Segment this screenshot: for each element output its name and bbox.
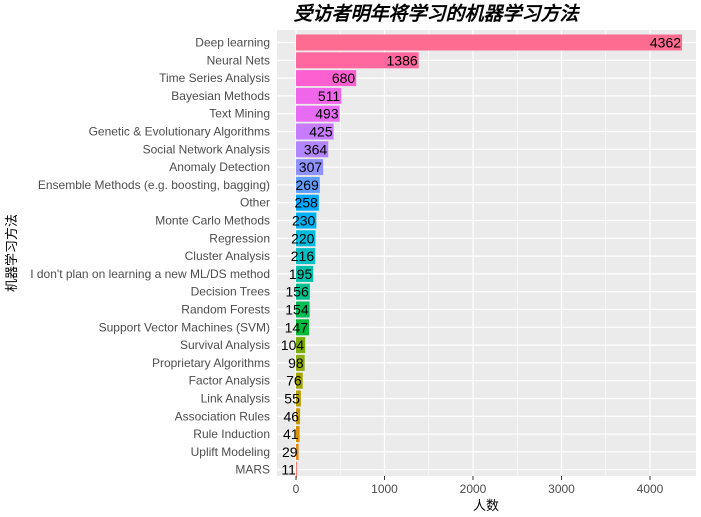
category-label: Deep learning [195,36,270,50]
category-label: Social Network Analysis [143,142,270,156]
bar [296,230,316,247]
data-label: 269 [295,177,319,193]
category-label: Anomaly Detection [169,160,270,174]
data-label: 258 [294,195,318,211]
category-label: Time Series Analysis [159,71,270,85]
bar [296,265,314,282]
data-label: 425 [309,124,333,140]
tick-label: 3000 [548,482,575,496]
bar [296,87,342,104]
tick-label: 1000 [371,482,398,496]
category-label: MARS [235,463,270,477]
bar [296,159,324,176]
bar [296,337,306,354]
category-label: Ensemble Methods (e.g. boosting, bagging… [38,178,270,192]
category-label: Neural Nets [207,53,270,67]
bar [296,372,303,389]
y-axis-title: 机器学习方法 [4,214,20,292]
data-label: 154 [285,302,309,318]
data-label: 216 [291,248,315,264]
category-label: Uplift Modeling [191,445,270,459]
category-label: Genetic & Evolutionary Algorithms [89,125,270,139]
plot-panel [277,30,696,476]
bar [296,301,310,318]
bar [296,52,419,69]
data-label: 680 [332,70,356,86]
bar [296,283,310,300]
bar [296,354,305,371]
category-label: Decision Trees [191,285,270,299]
category-label: Support Vector Machines (SVM) [99,320,270,334]
category-label: Link Analysis [201,392,270,406]
x-axis-ticks: 0 1000 2000 3000 4000 [293,476,664,496]
data-label: 364 [304,141,328,157]
category-labels: Deep learning Neural Nets Time Series Anal… [30,36,270,477]
category-label: Cluster Analysis [185,249,270,263]
x-axis-title: 人数 [473,499,499,514]
category-label: Survival Analysis [180,338,270,352]
bar [296,212,317,229]
bar [296,390,301,407]
bar [296,123,334,140]
data-label: 1386 [387,52,418,68]
category-label: Other [240,196,270,210]
data-label: 55 [284,391,300,407]
category-label: Proprietary Algorithms [152,356,270,370]
bar [296,141,329,158]
category-label: Association Rules [175,409,270,423]
category-label: Monte Carlo Methods [155,214,270,228]
data-label: 4362 [650,35,681,51]
bar [296,70,357,87]
data-label: 230 [292,213,316,229]
data-label: 511 [318,88,341,104]
data-label: 220 [291,230,315,246]
data-label: 195 [289,266,313,282]
bars [296,34,683,478]
category-label: I don't plan on learning a new ML/DS met… [30,267,270,281]
bar [296,426,300,443]
bar [296,443,299,460]
tick-label: 0 [293,482,300,496]
category-label: Text Mining [209,107,270,121]
bar [296,34,683,51]
data-label: 41 [283,426,299,442]
bar [296,319,310,336]
data-label: 156 [285,284,309,300]
data-label: 46 [283,408,299,424]
data-label: 104 [281,337,305,353]
bar [296,408,301,425]
bar [296,194,319,211]
data-label: 147 [285,319,309,335]
data-label: 307 [299,159,323,175]
data-label: 493 [315,106,339,122]
data-label: 11 [281,462,296,478]
tick-label: 2000 [460,482,487,496]
bar [296,248,316,265]
category-label: Rule Induction [193,427,270,441]
tick-label: 4000 [637,482,664,496]
data-label: 76 [286,373,302,389]
category-label: Random Forests [181,303,270,317]
data-label: 98 [288,355,304,371]
bar [296,105,340,122]
chart-title: 受访者明年将学习的机器学习方法 [293,3,580,25]
category-label: Regression [209,231,270,245]
bar [296,461,297,478]
category-label: Bayesian Methods [171,89,270,103]
data-label: 29 [282,444,298,460]
category-label: Factor Analysis [189,374,270,388]
bar [296,176,320,193]
